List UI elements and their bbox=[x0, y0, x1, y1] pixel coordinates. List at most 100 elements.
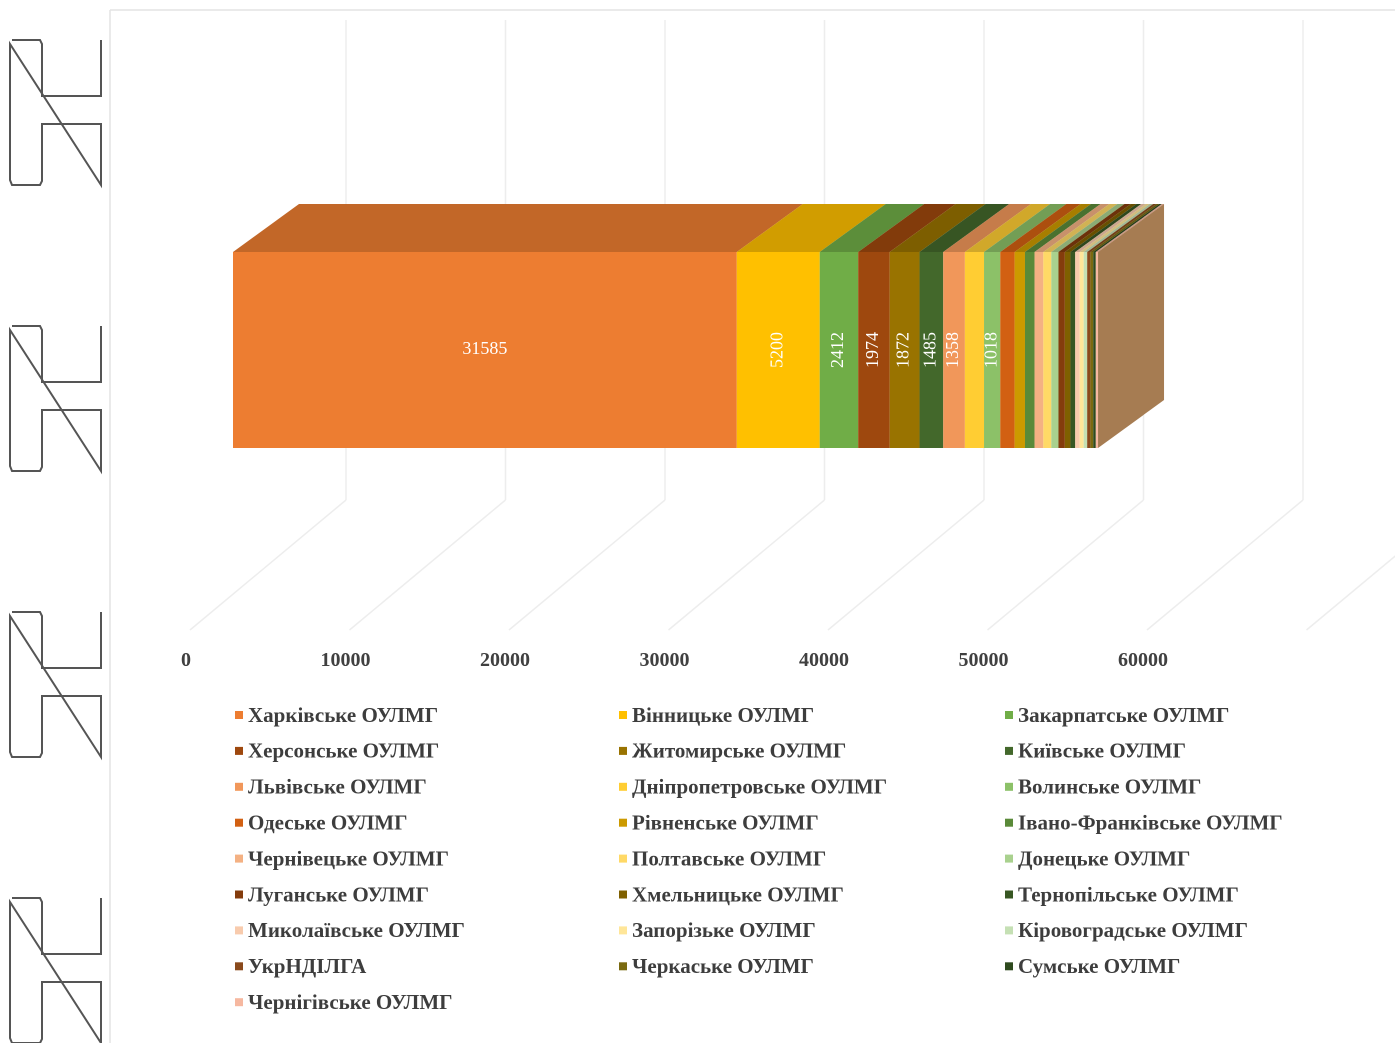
legend-item: Черкаське ОУЛМГ bbox=[619, 954, 814, 978]
legend-swatch bbox=[619, 890, 627, 899]
bar-segment bbox=[1014, 204, 1091, 448]
legend-swatch bbox=[235, 998, 243, 1007]
bracket-shape-icon bbox=[9, 611, 102, 761]
bar-segment-top bbox=[984, 204, 1067, 252]
bar-segment bbox=[1083, 204, 1154, 448]
legend-item: Луганське ОУЛМГ bbox=[235, 882, 429, 906]
bar-segment-top bbox=[1083, 204, 1154, 252]
bar-segment-front bbox=[1043, 252, 1052, 448]
grid-line-floor bbox=[987, 499, 1144, 631]
legend-swatch bbox=[619, 962, 627, 971]
bar-segment-front bbox=[1034, 252, 1044, 448]
bracket-top-path bbox=[12, 611, 102, 669]
bar-segment-front bbox=[964, 252, 985, 448]
bracket-top-path bbox=[12, 325, 102, 383]
legend-swatch bbox=[235, 711, 243, 719]
bar-segment-front bbox=[1014, 252, 1025, 448]
legend-label: Миколаївське ОУЛМГ bbox=[248, 918, 465, 942]
bar-segment bbox=[964, 204, 1051, 448]
legend-item: Одеське ОУЛМГ bbox=[235, 811, 407, 835]
legend-swatch bbox=[235, 962, 243, 971]
bar-segment-top bbox=[1093, 204, 1162, 252]
legend-label: Луганське ОУЛМГ bbox=[248, 882, 429, 906]
data-label: 2412 bbox=[827, 332, 847, 368]
bracket-bottom-path bbox=[9, 612, 102, 761]
legend-swatch bbox=[619, 746, 627, 755]
legend-label: Івано-Франківське ОУЛМГ bbox=[1018, 811, 1283, 835]
bracket-bottom-path bbox=[9, 898, 102, 1043]
legend-label: Чернігівське ОУЛМГ bbox=[248, 990, 453, 1014]
legend-label: Вінницьке ОУЛМГ bbox=[632, 703, 814, 727]
legend-item: Волинське ОУЛМГ bbox=[1005, 775, 1201, 799]
bar-segment bbox=[1058, 204, 1131, 448]
bar-segment bbox=[233, 204, 803, 448]
bar-segment-top bbox=[889, 204, 986, 252]
bar-segment bbox=[1087, 204, 1157, 448]
legend-label: Тернопільське ОУЛМГ bbox=[1018, 882, 1239, 906]
bar-segment bbox=[1095, 204, 1165, 448]
data-label: 1872 bbox=[893, 332, 913, 368]
bar-segment-top bbox=[1070, 204, 1142, 252]
bar-segment-top bbox=[1079, 204, 1150, 252]
legend-label: УкрНДІЛГА bbox=[248, 954, 367, 978]
legend-swatch bbox=[235, 926, 243, 935]
bar-segment bbox=[736, 204, 886, 448]
bar-segment-top bbox=[736, 204, 886, 252]
legend-item: Рівненське ОУЛМГ bbox=[619, 811, 819, 835]
legend-item: Донецьке ОУЛМГ bbox=[1005, 846, 1190, 870]
bar-segment-top bbox=[919, 204, 1010, 252]
legend-item: Хмельницьке ОУЛМГ bbox=[619, 882, 844, 906]
bar-segment-front bbox=[943, 252, 965, 448]
bar-segment-top bbox=[1075, 204, 1146, 252]
bracket-top-path bbox=[12, 897, 102, 955]
bar-segment bbox=[1070, 204, 1142, 448]
bar-segment-front bbox=[1083, 252, 1088, 448]
grid-line-floor bbox=[668, 499, 825, 631]
x-tick-label: 60000 bbox=[1118, 649, 1168, 671]
legend-swatch bbox=[1005, 818, 1013, 827]
data-label: 1018 bbox=[980, 332, 1000, 368]
bracket-bottom-path bbox=[9, 40, 102, 189]
bar-segment-front bbox=[858, 252, 890, 448]
bar-segment-front bbox=[889, 252, 920, 448]
bar-segment-front bbox=[984, 252, 1001, 448]
bracket-bottom-path bbox=[9, 326, 102, 475]
legend-label: Чернівецьке ОУЛМГ bbox=[248, 846, 449, 870]
bracket-shape-icon bbox=[9, 897, 102, 1043]
x-tick-label: 30000 bbox=[640, 649, 690, 671]
bar-segment-top bbox=[858, 204, 956, 252]
legend-item: Вінницьке ОУЛМГ bbox=[619, 703, 814, 727]
bar-segment bbox=[889, 204, 986, 448]
legend-swatch bbox=[1005, 962, 1013, 971]
legend-swatch bbox=[1005, 854, 1013, 863]
legend-item: Київське ОУЛМГ bbox=[1005, 739, 1186, 763]
legend-swatch bbox=[1005, 890, 1013, 899]
bar-segment-front bbox=[1051, 252, 1059, 448]
legend-swatch bbox=[619, 926, 627, 935]
data-label: 1974 bbox=[862, 332, 882, 368]
bar-segment bbox=[1043, 204, 1118, 448]
bar-segment bbox=[1079, 204, 1150, 448]
bar-segment-front bbox=[1024, 252, 1035, 448]
bar-segment bbox=[1000, 204, 1081, 448]
legend-item: Чернігівське ОУЛМГ bbox=[235, 990, 453, 1014]
bar-segment-top bbox=[1024, 204, 1101, 252]
bar-segment-front bbox=[736, 252, 820, 448]
legend-label: Харківське ОУЛМГ bbox=[248, 703, 438, 727]
legend-label: Черкаське ОУЛМГ bbox=[632, 954, 814, 978]
bar-segment-top bbox=[1058, 204, 1131, 252]
bar-segment-top bbox=[964, 204, 1051, 252]
legend-swatch bbox=[235, 782, 243, 791]
bracket-top-path bbox=[12, 39, 102, 97]
bracket-shape-icon bbox=[9, 39, 102, 189]
legend-item: Сумське ОУЛМГ bbox=[1005, 954, 1180, 978]
bar-segment-front bbox=[1058, 252, 1065, 448]
bracket-shape-icon bbox=[9, 325, 102, 475]
legend-label: Сумське ОУЛМГ bbox=[1018, 954, 1180, 978]
bar-segment-top bbox=[1090, 204, 1160, 252]
bar-segment-front bbox=[919, 252, 944, 448]
legend-item: Кіровоградське ОУЛМГ bbox=[1005, 918, 1248, 942]
bar-segment bbox=[819, 204, 925, 448]
legend-label: Київське ОУЛМГ bbox=[1018, 739, 1186, 763]
